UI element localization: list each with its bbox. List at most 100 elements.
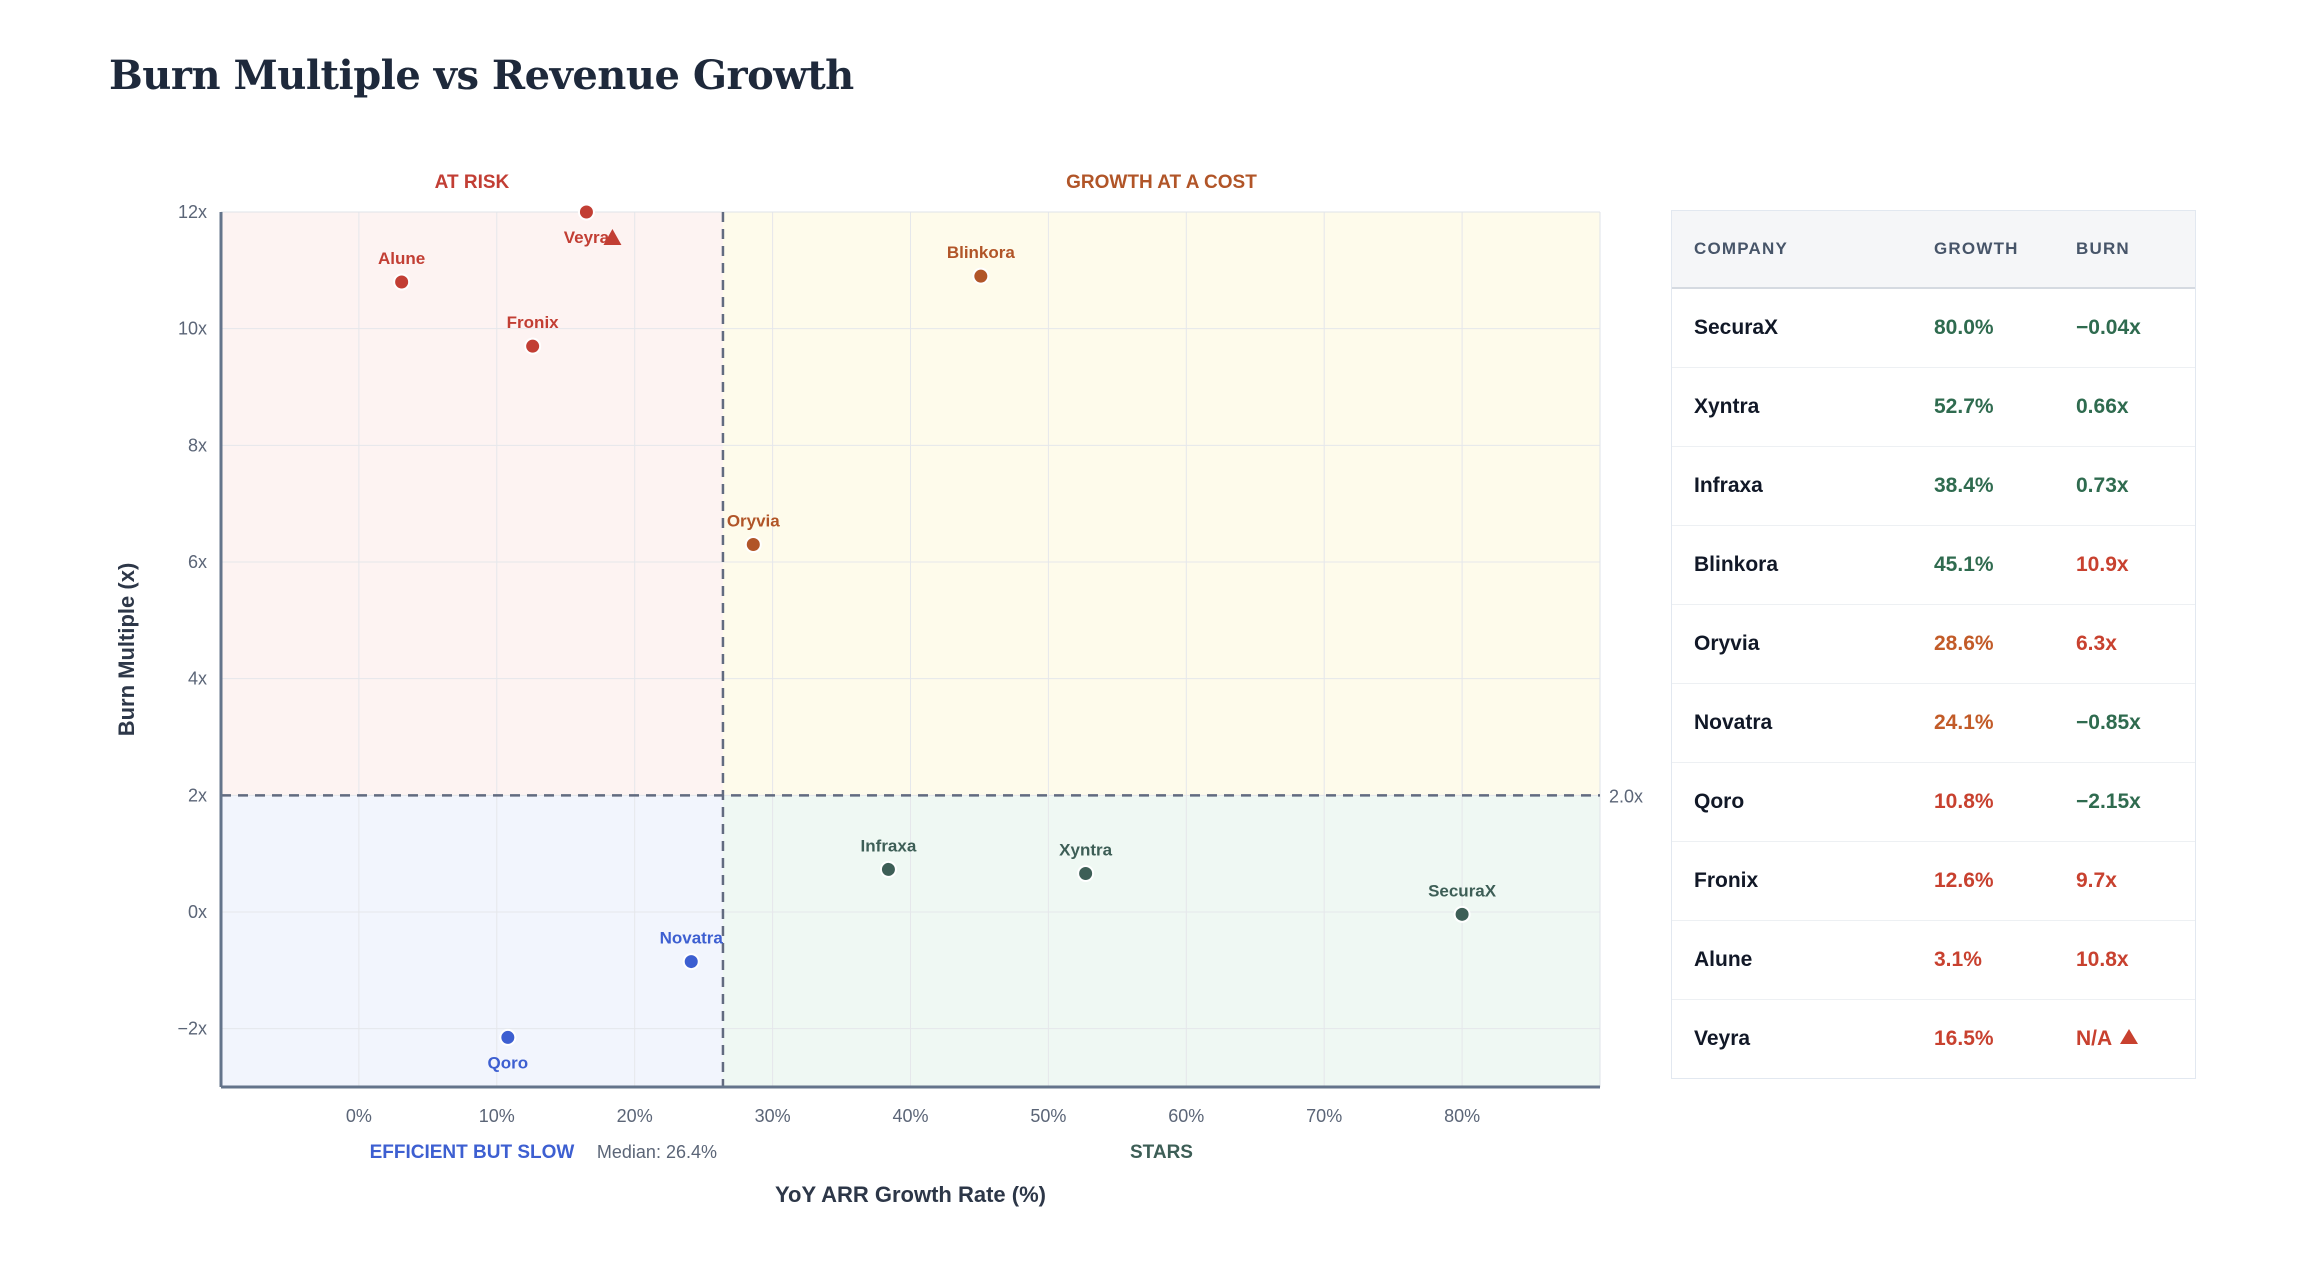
point-label-novatra: Novatra [660, 929, 724, 948]
header-company: COMPANY [1694, 239, 1789, 258]
growth-value: 12.6% [1934, 869, 1994, 892]
warning-triangle-icon [603, 229, 622, 245]
point-qoro [499, 1028, 517, 1046]
y-tick-label: 8x [188, 435, 207, 455]
quadrant-bg-growth-at-a-cost [722, 212, 1600, 796]
burn-value-cell: N/A [2076, 1027, 2195, 1051]
point-label-blinkora: Blinkora [947, 243, 1016, 262]
burn-value: 0.73x [2076, 474, 2129, 497]
burn-value-cell: −0.85x [2076, 711, 2195, 735]
header-burn: BURN [2076, 239, 2130, 258]
y-tick-label: −2x [177, 1019, 207, 1039]
quadrant-bg-at-risk [221, 212, 723, 796]
growth-value: 10.8% [1934, 790, 1994, 813]
x-tick-label: 60% [1168, 1106, 1204, 1126]
point-xyntra [1077, 865, 1095, 882]
point-blinkora [972, 267, 990, 285]
burn-value-cell: 6.3x [2076, 632, 2195, 656]
point-label-securax: SecuraX [1428, 881, 1497, 900]
company-name: SecuraX [1694, 316, 1779, 339]
y-tick-label: 12x [178, 202, 207, 222]
x-tick-label: 80% [1444, 1106, 1480, 1126]
table-row: SecuraX 80.0% −0.04x [1672, 289, 2195, 368]
quadrant-bg-stars [722, 795, 1600, 1087]
y-tick-label: 4x [188, 669, 207, 689]
company-name: Alune [1694, 948, 1753, 971]
point-label-oryvia: Oryvia [727, 512, 780, 531]
growth-value: 24.1% [1934, 711, 1994, 734]
growth-value: 52.7% [1934, 395, 1994, 418]
quadrant-label-at-risk: AT RISK [435, 172, 510, 193]
point-label-xyntra: Xyntra [1059, 841, 1112, 860]
x-tick-label: 40% [892, 1106, 928, 1126]
point-fronix [524, 337, 542, 355]
median-label: Median: 26.4% [597, 1142, 717, 1162]
burn-value-cell: −2.15x [2076, 790, 2195, 814]
point-oryvia [744, 536, 762, 553]
table-row: Fronix 12.6% 9.7x [1672, 842, 2195, 921]
point-label-fronix: Fronix [507, 313, 559, 332]
table-row: Veyra 16.5% N/A [1672, 1000, 2195, 1078]
scatter-chart: 0% 10% 20% 30% 40% 50% 60% 70% 80% −2x 0x 2x 4x 6x 8x 1… [114, 172, 1643, 1207]
company-table: COMPANY GROWTH BURN SecuraX 80.0% −0.04x Xy… [1671, 210, 2196, 1079]
growth-value: 3.1% [1934, 948, 1982, 971]
y-axis-title: Burn Multiple (x) [114, 563, 139, 737]
company-name: Infraxa [1694, 474, 1763, 497]
growth-value: 16.5% [1934, 1027, 1994, 1050]
y-tick-label: 6x [188, 552, 207, 572]
company-name: Qoro [1694, 790, 1745, 813]
company-name: Oryvia [1694, 632, 1760, 655]
warning-triangle-icon [2120, 1029, 2139, 1044]
table-row: Oryvia 28.6% 6.3x [1672, 605, 2195, 684]
point-label-veyra: Veyra [564, 228, 610, 247]
x-tick-label: 10% [479, 1106, 515, 1126]
point-alune [393, 273, 411, 291]
growth-value: 80.0% [1934, 316, 1994, 339]
x-axis-title: YoY ARR Growth Rate (%) [775, 1182, 1046, 1207]
table-body: SecuraX 80.0% −0.04x Xyntra 52.7% 0.66x Infrax… [1672, 289, 2195, 1078]
burn-value: 10.8x [2076, 948, 2129, 971]
point-securax [1453, 905, 1471, 923]
point-veyra [577, 203, 595, 221]
quadrant-label-efficient-but-slow: EFFICIENT BUT SLOW [370, 1142, 575, 1163]
x-tick-label: 30% [755, 1106, 791, 1126]
quadrant-bg-efficient-but-slow [221, 795, 723, 1087]
burn-value: 0.66x [2076, 395, 2129, 418]
growth-value: 28.6% [1934, 632, 1994, 655]
point-infraxa [879, 860, 897, 878]
company-name: Blinkora [1694, 553, 1779, 576]
quadrant-label-stars: STARS [1130, 1142, 1193, 1163]
table-row: Blinkora 45.1% 10.9x [1672, 526, 2195, 605]
table-row: Xyntra 52.7% 0.66x [1672, 368, 2195, 447]
table-row: Infraxa 38.4% 0.73x [1672, 447, 2195, 526]
burn-value-cell: 0.73x [2076, 474, 2195, 498]
table-header: COMPANY GROWTH BURN [1672, 211, 2195, 289]
burn-value: N/A [2076, 1027, 2113, 1050]
burn-value-cell: 0.66x [2076, 395, 2195, 419]
burn-value: −0.04x [2076, 316, 2141, 339]
point-label-qoro: Qoro [488, 1053, 529, 1072]
header-growth: GROWTH [1934, 239, 2019, 258]
x-tick-label: 50% [1030, 1106, 1066, 1126]
burn-value-cell: −0.04x [2076, 316, 2195, 340]
table-row: Qoro 10.8% −2.15x [1672, 763, 2195, 842]
quadrant-label-growth-at-a-cost: GROWTH AT A COST [1066, 172, 1257, 193]
point-label-infraxa: Infraxa [861, 836, 917, 855]
burn-value-cell: 10.8x [2076, 948, 2195, 972]
point-novatra [682, 953, 700, 971]
company-name: Xyntra [1694, 395, 1760, 418]
x-tick-label: 0% [346, 1106, 372, 1126]
company-name: Novatra [1694, 711, 1773, 734]
growth-value: 45.1% [1934, 553, 1994, 576]
burn-value-cell: 9.7x [2076, 869, 2195, 893]
company-name: Veyra [1694, 1027, 1751, 1050]
growth-value: 38.4% [1934, 474, 1994, 497]
y-tick-label: 0x [188, 902, 207, 922]
y-tick-label: 10x [178, 319, 207, 339]
burn-value-cell: 10.9x [2076, 553, 2195, 577]
x-tick-label: 20% [617, 1106, 653, 1126]
table-row: Alune 3.1% 10.8x [1672, 921, 2195, 1000]
burn-value: −2.15x [2076, 790, 2141, 813]
page-title: Burn Multiple vs Revenue Growth [109, 52, 854, 99]
burn-value: 9.7x [2076, 869, 2117, 892]
